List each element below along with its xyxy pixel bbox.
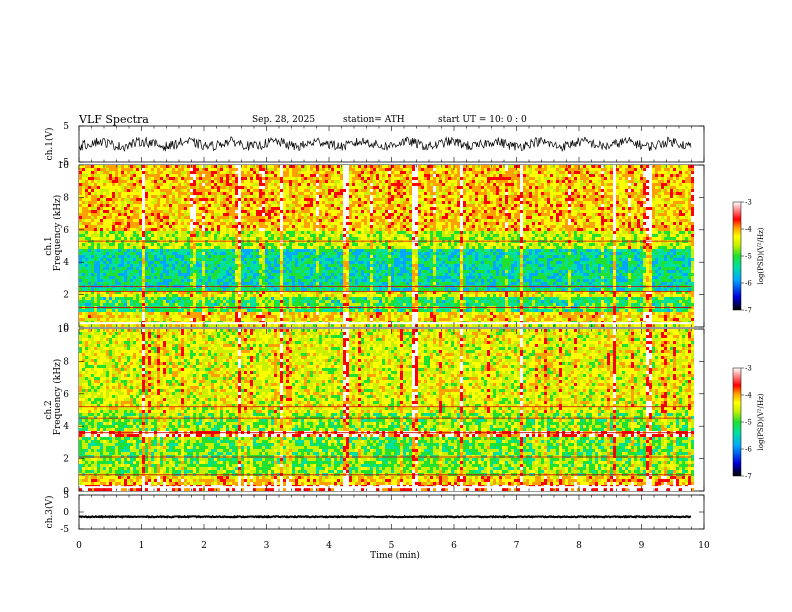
y-tick-label: 0	[63, 323, 69, 333]
ch1-waveform-line	[78, 136, 692, 152]
ch1-spectrogram-ylabel: Frequency (kHz)	[52, 195, 63, 272]
y-tick-label: 2	[63, 455, 69, 465]
y-tick-label: 5	[63, 122, 69, 132]
y-tick-label: 5	[63, 491, 69, 501]
y-tick-label: 4	[63, 258, 69, 268]
x-tick-label: 4	[326, 541, 332, 551]
x-tick-label: 2	[201, 541, 207, 551]
colorbar-tick-label: -3	[745, 199, 752, 207]
colorbar-tick-label: -7	[745, 473, 752, 481]
gap-band	[79, 486, 692, 489]
y-tick-label: -5	[60, 525, 69, 535]
x-tick-label: 6	[451, 541, 457, 551]
colorbar-tick-label: -7	[745, 307, 752, 315]
figure-title: VLF Spectra	[79, 113, 149, 126]
colorbar-ch2-ticks: -3 -4 -5 -6 -7	[741, 365, 752, 481]
y-tick-label: 6	[63, 226, 69, 236]
y-tick-label: 0	[63, 508, 69, 518]
x-tick-label: 10	[698, 541, 710, 551]
x-tick-label: 9	[639, 541, 645, 551]
ch1-spectrogram-image	[79, 165, 694, 327]
colorbar-ch2: -3 -4 -5 -6 -7 log(PSD)(V²/Hz)	[732, 365, 765, 481]
y-tick-label: 4	[63, 422, 69, 432]
axes-ticks	[78, 125, 705, 530]
ch3-waveform-frame	[78, 494, 705, 530]
colorbar-tick-label: -3	[745, 365, 752, 373]
x-tick-label: 7	[514, 541, 520, 551]
station-label: station= ATH	[343, 115, 405, 125]
x-tick-label: 5	[389, 541, 395, 551]
date-label: Sep. 28, 2025	[252, 115, 315, 125]
colorbar-tick-label: -4	[745, 392, 752, 400]
ch1-waveform-ylabel: ch.1(V)	[44, 128, 55, 161]
colorbar-ch1-label: log(PSD)(V²/Hz)	[757, 227, 765, 284]
ch3-waveform-ylabel: ch.3(V)	[44, 496, 55, 529]
y-tick-label: 0	[63, 487, 69, 497]
y-tick-label: 8	[63, 357, 69, 367]
y-tick-label: 6	[63, 390, 69, 400]
y-tick-label: 8	[63, 193, 69, 203]
start-time-label: start UT = 10: 0 : 0	[438, 115, 527, 125]
colorbar-tick-label: -5	[745, 253, 752, 261]
x-tick-label: 1	[139, 541, 145, 551]
ch2-spectrogram-ylabel-top: ch.2	[44, 400, 54, 419]
colorbar-tick-label: -6	[745, 446, 752, 454]
x-tick-label: 3	[264, 541, 270, 551]
gap-band	[79, 322, 692, 325]
colorbar-tick-label: -6	[745, 280, 752, 288]
ch2-spectrogram-ylabel: Frequency (kHz)	[52, 359, 63, 436]
colorbar-tick-label: -4	[745, 226, 752, 234]
ch3-waveform-line	[78, 514, 692, 519]
colorbar-ch2-gradient	[732, 367, 742, 477]
x-tick-label: 0	[76, 541, 82, 551]
colorbar-ch1-ticks: -3 -4 -5 -6 -7	[741, 199, 752, 315]
y-tick-label: 2	[63, 291, 69, 301]
ch2-spectrogram-image	[79, 329, 694, 491]
y-tick-label: 10	[58, 161, 70, 171]
colorbar-ch2-label: log(PSD)(V²/Hz)	[757, 393, 765, 450]
x-axis-label: Time (min)	[370, 550, 420, 561]
colorbar-ch1: -3 -4 -5 -6 -7 log(PSD)(V²/Hz)	[732, 199, 765, 315]
colorbar-tick-label: -5	[745, 419, 752, 427]
y-tick-label: 10	[58, 325, 70, 335]
ch1-spectrogram-ylabel-top: ch.1	[44, 236, 54, 255]
x-tick-label: 8	[576, 541, 582, 551]
colorbar-ch1-gradient	[732, 201, 742, 311]
y-tick-label: -5	[60, 158, 69, 168]
